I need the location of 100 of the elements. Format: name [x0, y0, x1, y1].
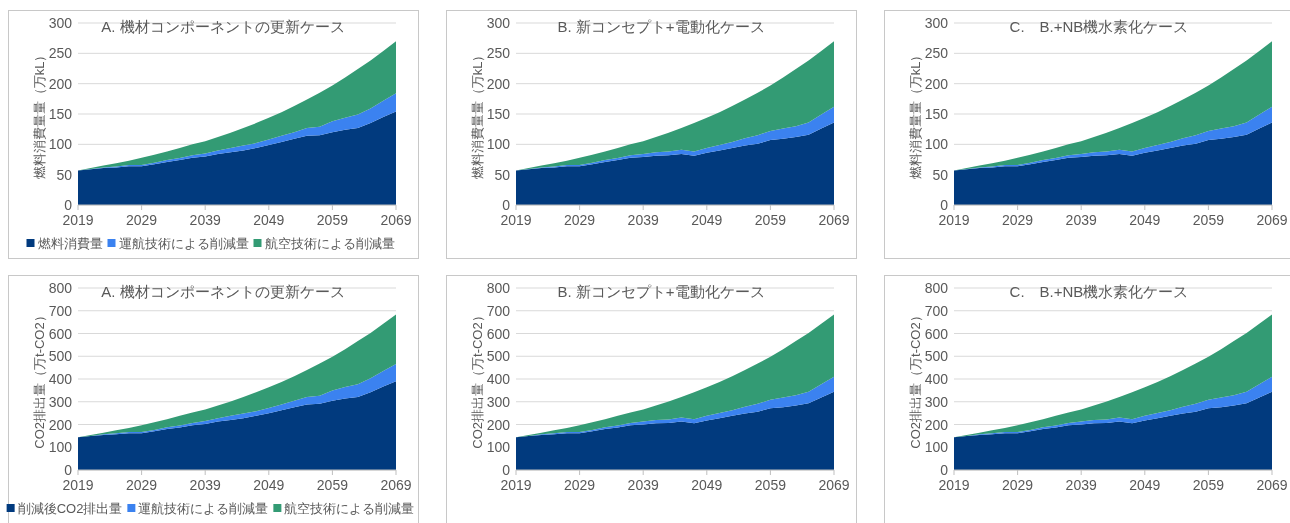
y-tick-label: 0	[502, 197, 511, 213]
x-tick-label: 2069	[818, 212, 850, 228]
y-tick-label: 250	[486, 45, 511, 62]
chart-title: C. B.+NB機水素化ケース	[1009, 283, 1189, 300]
y-tick-label: 50	[932, 166, 949, 183]
y-axis-title: 燃料消費量量（万kL）	[470, 48, 485, 180]
x-tick-label: 2069	[380, 212, 412, 228]
y-tick-label: 400	[48, 371, 73, 387]
chart-title: B. 新コンセプト+電動化ケース	[557, 283, 765, 300]
y-tick-label: 600	[924, 325, 949, 342]
x-tick-label: 2019	[62, 477, 94, 493]
y-tick-label: 200	[486, 75, 511, 92]
y-tick-label: 50	[494, 166, 511, 183]
x-tick-label: 2029	[564, 477, 596, 493]
y-tick-label: 800	[486, 280, 511, 296]
x-tick-label: 2049	[691, 477, 723, 493]
x-tick-label: 2029	[1002, 212, 1034, 228]
y-tick-label: 200	[486, 416, 511, 433]
x-tick-label: 2069	[380, 477, 412, 493]
x-tick-label: 2049	[1129, 477, 1161, 493]
y-tick-label: 150	[924, 106, 949, 122]
x-tick-label: 2049	[253, 477, 285, 493]
y-tick-label: 0	[502, 462, 511, 478]
y-tick-label: 100	[486, 439, 511, 456]
y-tick-label: 400	[486, 371, 511, 387]
y-tick-label: 300	[48, 393, 73, 410]
x-tick-label: 2059	[316, 477, 349, 493]
x-tick-label: 2029	[126, 477, 158, 493]
x-tick-label: 2059	[316, 212, 349, 228]
y-axis-title: CO2排出量（万t-CO2）	[32, 309, 47, 449]
x-tick-label: 2039	[189, 477, 221, 493]
y-tick-label: 600	[48, 325, 73, 342]
x-tick-label: 2069	[1256, 477, 1288, 493]
x-tick-label: 2059	[754, 212, 787, 228]
y-tick-label: 600	[486, 325, 511, 342]
y-tick-label: 700	[924, 302, 949, 319]
y-tick-label: 700	[48, 302, 73, 319]
y-tick-label: 200	[924, 75, 949, 92]
y-tick-label: 250	[48, 45, 73, 62]
x-tick-label: 2039	[1065, 477, 1097, 493]
y-tick-label: 0	[64, 197, 73, 213]
y-tick-label: 500	[924, 348, 949, 365]
legend-label: 運航技術による削減量	[138, 501, 269, 516]
y-tick-label: 500	[486, 348, 511, 365]
y-tick-label: 0	[64, 462, 73, 478]
y-tick-label: 700	[486, 302, 511, 319]
y-tick-label: 200	[48, 416, 73, 433]
y-tick-label: 300	[924, 15, 949, 31]
chart-title: C. B.+NB機水素化ケース	[1009, 18, 1189, 35]
y-tick-label: 250	[924, 45, 949, 62]
x-tick-label: 2049	[691, 212, 723, 228]
y-tick-label: 100	[48, 136, 73, 153]
chart-title: A. 機材コンポーネントの更新ケース	[101, 283, 345, 300]
x-tick-label: 2069	[1256, 212, 1288, 228]
legend-label: 削減後CO2排出量	[17, 501, 123, 516]
x-tick-label: 2019	[938, 212, 970, 228]
chart-title: A. 機材コンポーネントの更新ケース	[101, 18, 345, 35]
x-tick-label: 2069	[818, 477, 850, 493]
chart-title: B. 新コンセプト+電動化ケース	[557, 18, 765, 35]
x-tick-label: 2019	[500, 212, 532, 228]
y-tick-label: 500	[48, 348, 73, 365]
x-tick-label: 2029	[1002, 477, 1034, 493]
y-axis-title: CO2排出量（万t-CO2）	[470, 309, 485, 449]
x-tick-label: 2039	[1065, 212, 1097, 228]
legend-label: 航空技術による削減量	[284, 501, 415, 516]
x-tick-label: 2019	[938, 477, 970, 493]
x-tick-label: 2039	[627, 212, 659, 228]
y-tick-label: 400	[924, 371, 949, 387]
y-tick-label: 800	[924, 280, 949, 296]
y-axis-title: 燃料消費量量（万kL）	[908, 48, 923, 180]
y-tick-label: 150	[48, 106, 73, 122]
y-tick-label: 100	[924, 136, 949, 153]
x-tick-label: 2059	[1192, 477, 1225, 493]
x-tick-label: 2039	[627, 477, 659, 493]
legend-label: 燃料消費量	[37, 236, 103, 251]
x-tick-label: 2019	[62, 212, 94, 228]
y-tick-label: 200	[924, 416, 949, 433]
y-tick-label: 800	[48, 280, 73, 296]
y-tick-label: 300	[48, 15, 73, 31]
x-tick-label: 2039	[189, 212, 221, 228]
y-tick-label: 0	[940, 462, 949, 478]
y-tick-label: 0	[940, 197, 949, 213]
y-tick-label: 150	[486, 106, 511, 122]
y-tick-label: 100	[48, 439, 73, 456]
y-axis-title: CO2排出量（万t-CO2）	[908, 309, 923, 449]
y-tick-label: 100	[924, 439, 949, 456]
y-tick-label: 300	[486, 15, 511, 31]
x-tick-label: 2059	[1192, 212, 1225, 228]
legend-label: 運航技術による削減量	[118, 236, 249, 251]
x-tick-label: 2049	[253, 212, 285, 228]
y-tick-label: 50	[56, 166, 73, 183]
y-axis-title: 燃料消費量量（万kL）	[32, 48, 47, 180]
y-tick-label: 100	[486, 136, 511, 153]
y-tick-label: 300	[924, 393, 949, 410]
legend-label: 航空技術による削減量	[264, 236, 395, 251]
x-tick-label: 2019	[500, 477, 532, 493]
x-tick-label: 2029	[564, 212, 596, 228]
x-tick-label: 2049	[1129, 212, 1161, 228]
y-tick-label: 300	[486, 393, 511, 410]
x-tick-label: 2059	[754, 477, 787, 493]
